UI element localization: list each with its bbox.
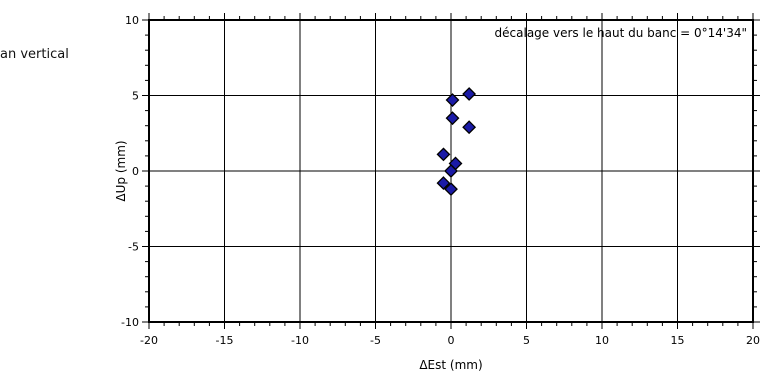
x-tick-label: -10 <box>291 334 309 347</box>
data-point-diamond <box>436 176 451 190</box>
y-tick-label: -10 <box>121 316 139 329</box>
data-point-diamond <box>436 147 451 162</box>
y-tick-label: 10 <box>125 14 139 27</box>
y-tick-label: 5 <box>132 90 139 103</box>
x-tick-label: -20 <box>140 334 158 347</box>
y-axis-label: ΔUp (mm) <box>114 140 128 201</box>
chart-caption-fragment: an vertical <box>0 47 69 62</box>
data-point-diamond <box>445 93 460 107</box>
data-point-diamond <box>462 87 477 101</box>
data-point-diamond <box>444 164 458 178</box>
y-tick-label: 0 <box>132 165 139 178</box>
x-axis-label: ΔEst (mm) <box>419 358 482 372</box>
data-points <box>436 87 477 197</box>
y-tick-label: -5 <box>128 241 139 254</box>
x-tick-label: 0 <box>448 334 455 347</box>
x-tick-label: -15 <box>216 334 234 347</box>
x-tick-label: -5 <box>370 334 381 347</box>
x-tick-label: 20 <box>746 334 760 347</box>
offset-annotation: décalage vers le haut du banc = 0°14'34" <box>495 26 747 40</box>
plot-frame <box>148 19 754 323</box>
data-point-diamond <box>445 111 460 126</box>
data-point-diamond <box>444 182 458 197</box>
data-point-diamond <box>462 120 477 135</box>
x-tick-label: 15 <box>671 334 685 347</box>
x-tick-label: 10 <box>595 334 609 347</box>
x-tick-label: 5 <box>523 334 530 347</box>
